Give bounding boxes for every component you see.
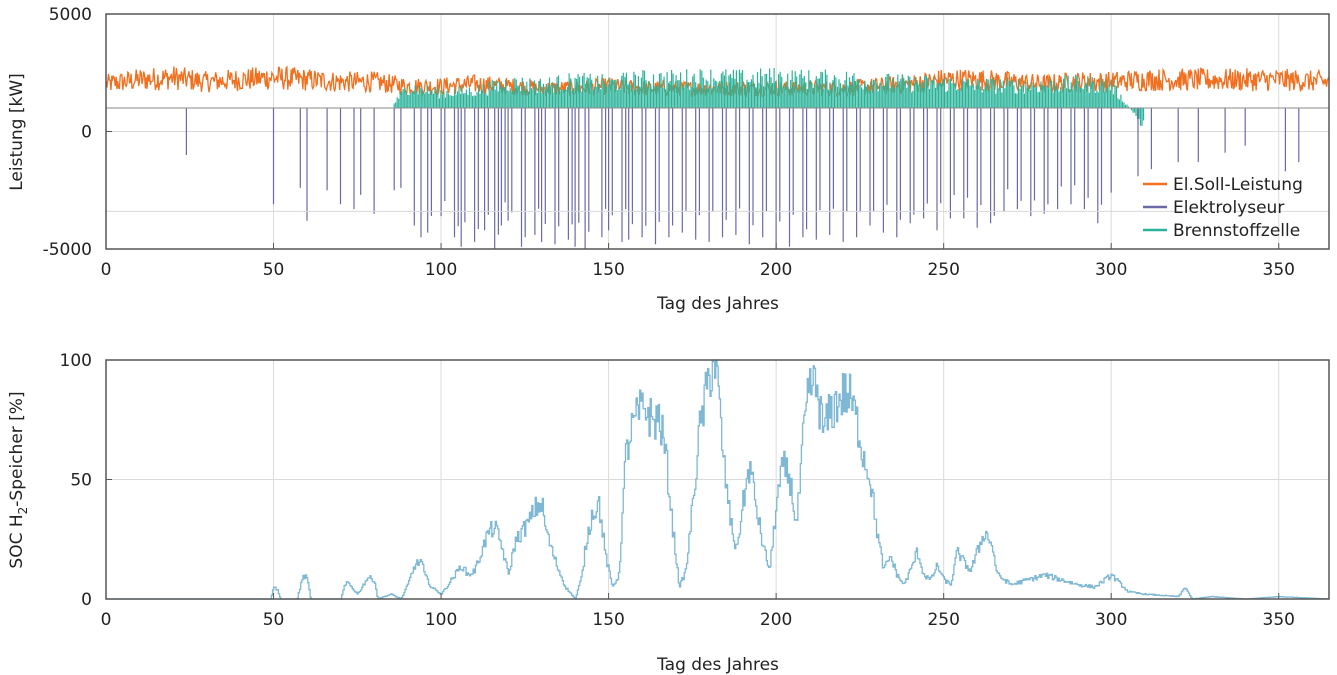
bottom-y-axis-label: SOC H2-Speicher [%] bbox=[7, 391, 30, 568]
top-series bbox=[105, 65, 1330, 249]
top-y-axis-label: Leistung [kW] bbox=[7, 73, 27, 191]
bot-x-tick-label: 200 bbox=[760, 610, 792, 630]
top-x-axis-label: Tag des Jahres bbox=[656, 294, 779, 314]
top-grid bbox=[106, 14, 1329, 249]
bot-x-tick-label: 50 bbox=[263, 610, 285, 630]
bottom-series bbox=[106, 359, 1329, 600]
top-x-tick-label: 50 bbox=[263, 260, 285, 280]
bot-x-tick-label: 0 bbox=[101, 610, 112, 630]
bottom-grid bbox=[106, 360, 1329, 599]
legend: El.Soll-Leistung Elektrolyseur Brennstof… bbox=[1143, 175, 1303, 241]
top-x-tick-label: 100 bbox=[425, 260, 457, 280]
legend-label-elektrolyseur: Elektrolyseur bbox=[1173, 198, 1284, 218]
bot-y-tick-label: 50 bbox=[70, 471, 92, 491]
legend-label-soll: El.Soll-Leistung bbox=[1173, 175, 1303, 195]
bot-x-tick-label: 350 bbox=[1263, 610, 1295, 630]
top-x-tick-label: 300 bbox=[1095, 260, 1127, 280]
series-soc-line bbox=[106, 359, 1329, 600]
top-tick-labels: 0 50 100 150 200 250 300 350 5000 0 -5000 bbox=[43, 5, 1295, 280]
bot-x-tick-label: 150 bbox=[592, 610, 624, 630]
top-y-tick-label: 5000 bbox=[49, 5, 92, 25]
bottom-x-axis-label: Tag des Jahres bbox=[656, 655, 779, 675]
top-x-tick-label: 350 bbox=[1263, 260, 1295, 280]
bot-y-tick-label: 0 bbox=[81, 590, 92, 610]
bot-x-tick-label: 100 bbox=[425, 610, 457, 630]
bot-x-tick-label: 250 bbox=[927, 610, 959, 630]
series-soll-line bbox=[105, 65, 1330, 98]
top-x-tick-label: 200 bbox=[760, 260, 792, 280]
top-x-tick-label: 250 bbox=[927, 260, 959, 280]
bottom-tick-labels: 0 50 100 150 200 250 300 350 100 50 0 bbox=[60, 351, 1295, 630]
top-y-tick-label: -5000 bbox=[43, 240, 92, 260]
series-brennstoffzelle-spikes bbox=[393, 68, 1145, 126]
legend-label-brennstoffzelle: Brennstoffzelle bbox=[1173, 221, 1300, 241]
top-y-tick-label: 0 bbox=[81, 123, 92, 143]
bot-x-tick-label: 300 bbox=[1095, 610, 1127, 630]
series-elektrolyseur-spikes bbox=[185, 108, 1300, 249]
bot-y-tick-label: 100 bbox=[60, 351, 92, 371]
top-x-tick-label: 0 bbox=[101, 260, 112, 280]
top-x-tick-label: 150 bbox=[592, 260, 624, 280]
